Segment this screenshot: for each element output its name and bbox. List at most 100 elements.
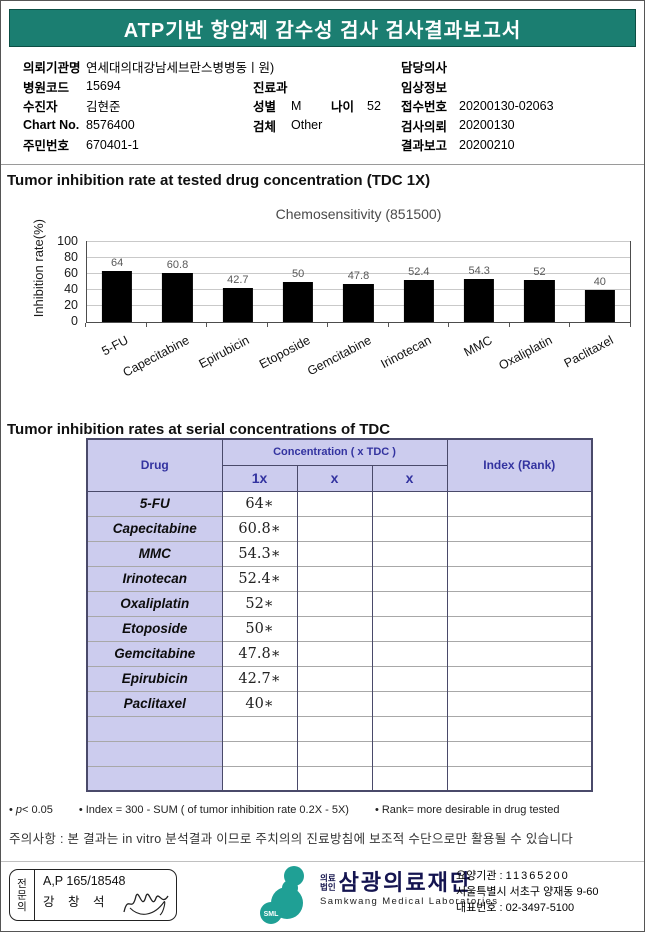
- value-cell: [296, 665, 373, 691]
- chart-y-ticks: 0 20 40 60 80 100: [49, 234, 81, 328]
- field-request-date: 검사의뢰 20200130: [401, 118, 515, 134]
- field-doctor: 담당의사: [401, 61, 448, 76]
- org-name-english: Samkwang Medical Laboratories: [320, 896, 499, 907]
- field-sex-age: 성별 M 나이 52: [253, 98, 381, 115]
- field-patient-name: 수진자 김현준: [23, 100, 121, 115]
- table-row: [86, 740, 593, 766]
- table-row: Oxaliplatin 52∗: [86, 590, 593, 616]
- chart-x-tick: [630, 323, 631, 327]
- chart-bar: [343, 283, 374, 322]
- chart-gridline: [87, 273, 630, 274]
- drug-cell: Etoposide: [86, 615, 223, 641]
- chart-x-label: 5-FU: [99, 333, 131, 359]
- value-cell: [221, 740, 298, 766]
- index-cell: [446, 690, 593, 716]
- lab-logo: SML 의료 법인 삼광의료재단 Samkwang Medical Labora…: [259, 865, 498, 927]
- index-cell: [446, 515, 593, 541]
- chart-x-tick: [145, 323, 147, 327]
- chart-bar: [403, 280, 434, 322]
- chart-x-tick: [327, 323, 329, 327]
- table-row: 5-FU 64∗: [86, 490, 593, 516]
- chart-y-tick: 80: [64, 250, 78, 264]
- chart-bar-slot: 40: [570, 242, 630, 322]
- index-cell: [446, 590, 593, 616]
- report-title: ATP기반 항암제 감수성 검사 검사결과보고서: [123, 19, 522, 42]
- value-cell: 52.4∗: [221, 565, 298, 591]
- chart-bar: [222, 287, 253, 322]
- chart-x-tick: [448, 323, 450, 327]
- contact-phone: 대표번호 : 02-3497-5100: [456, 902, 575, 914]
- value-cell: 60.8∗: [221, 515, 298, 541]
- chart-x-label: Capecitabine: [120, 333, 192, 380]
- col-header-concentration: Concentration ( x TDC ): [221, 438, 448, 466]
- stamp-doctor-name: 강 창 석: [43, 895, 110, 909]
- field-resident-no: 주민번호 670401-1: [23, 137, 139, 154]
- footer-divider: [1, 861, 644, 862]
- value-cell: [221, 765, 298, 791]
- field-specimen: 검체 Other: [253, 118, 323, 134]
- value-cell: [296, 490, 373, 516]
- chart-bar: [524, 280, 555, 322]
- value-cell: [296, 715, 373, 741]
- index-cell: [446, 665, 593, 691]
- table-row: [86, 765, 593, 791]
- value-cell: [371, 765, 448, 791]
- chart-x-label: Irinotecan: [378, 333, 434, 372]
- value-cell: [371, 615, 448, 641]
- field-hospital-code: 병원코드 15694: [23, 79, 121, 95]
- value-cell: [296, 765, 373, 791]
- section2-title: Tumor inhibition rates at serial concent…: [7, 421, 391, 438]
- chart-bar-value: 52: [533, 266, 546, 279]
- index-cell: [446, 740, 593, 766]
- lab-contact-info: 요양기관 : 11365200 서울특별시 서초구 양재동 9-60 대표번호 …: [456, 868, 599, 916]
- drug-cell: Capecitabine: [86, 515, 223, 541]
- chart-bar-slot: 64: [87, 242, 147, 322]
- value-cell: [296, 540, 373, 566]
- patient-info-left: 의뢰기관명 연세대의대강남세브란스병병동ㅣ원) 병원코드 15694 수진자 김…: [23, 57, 274, 155]
- value-cell: 50∗: [221, 615, 298, 641]
- chart-x-tick: [387, 323, 389, 327]
- chart-x-tick: [508, 323, 510, 327]
- patient-info-mid: 진료과 성별 M 나이 52 검체 Other: [253, 77, 413, 136]
- stamp-license-no: A,P 165/18548: [43, 874, 126, 888]
- table-row: Etoposide 50∗: [86, 615, 593, 641]
- col-header-x2: x: [371, 464, 448, 492]
- value-cell: [296, 590, 373, 616]
- org-type-label: 의료 법인: [320, 873, 336, 892]
- value-cell: 47.8∗: [221, 640, 298, 666]
- value-cell: [221, 715, 298, 741]
- value-cell: [371, 740, 448, 766]
- footnote-pvalue: • p< 0.05: [9, 804, 53, 816]
- index-cell: [446, 715, 593, 741]
- value-cell: [371, 715, 448, 741]
- index-cell: [446, 540, 593, 566]
- index-cell: [446, 765, 593, 791]
- field-report-date: 결과보고 20200210: [401, 137, 515, 154]
- chart-x-label: Oxaliplatin: [496, 333, 555, 373]
- chart-bar-value: 47.8: [347, 269, 370, 282]
- col-header-x1: x: [296, 464, 373, 492]
- footnote-line: • p< 0.05 • Index = 300 - SUM ( of tumor i…: [9, 804, 559, 816]
- field-clinical-info: 임상정보: [401, 80, 448, 95]
- report-title-banner: ATP기반 항암제 감수성 검사 검사결과보고서: [9, 9, 636, 47]
- chart-x-tick: [85, 323, 86, 327]
- chart-bar: [464, 278, 495, 322]
- value-cell: [296, 640, 373, 666]
- table-row: MMC 54.3∗: [86, 540, 593, 566]
- value-cell: 54.3∗: [221, 540, 298, 566]
- field-chart-no: Chart No. 8576400: [23, 118, 135, 133]
- chart-bar: [584, 290, 615, 322]
- chart-x-tick: [266, 323, 268, 327]
- caution-note: 주의사항 : 본 결과는 in vitro 분석결과 이므로 주치의의 진료방침…: [9, 832, 574, 846]
- value-cell: [296, 690, 373, 716]
- chart-x-label: Gemcitabine: [304, 333, 374, 379]
- drug-cell: MMC: [86, 540, 223, 566]
- chart-bar-value: 54.3: [468, 264, 490, 277]
- value-cell: 42.7∗: [221, 665, 298, 691]
- stamp-vertical-label: 전문의: [10, 870, 35, 920]
- chart-title: Chemosensitivity (851500): [275, 206, 442, 222]
- chart-x-label: Paclitaxel: [561, 333, 616, 371]
- tdc-results-table: Drug Concentration ( x TDC ) Index (Rank…: [86, 438, 594, 792]
- drug-cell: [86, 765, 223, 791]
- value-cell: [296, 565, 373, 591]
